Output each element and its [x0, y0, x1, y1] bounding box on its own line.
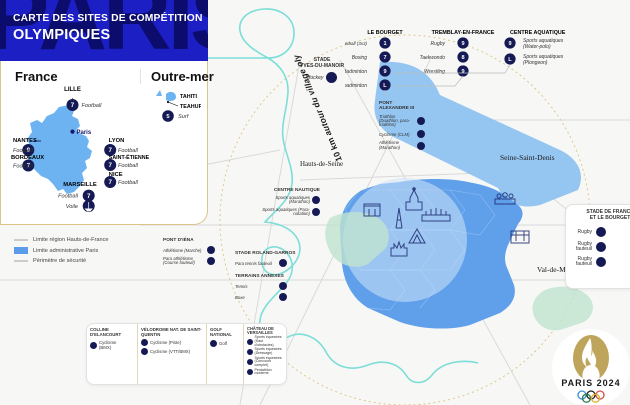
svg-text:9: 9: [508, 41, 511, 47]
svg-text:Rugby: Rugby: [431, 41, 446, 47]
svg-text:MARSEILLE: MARSEILLE: [63, 182, 97, 188]
svg-text:LILLE: LILLE: [64, 87, 81, 93]
svg-text:7: 7: [108, 147, 112, 154]
svg-text:Paris: Paris: [77, 130, 92, 136]
svg-text:Basketball (3x3): Basketball (3x3): [345, 41, 368, 46]
svg-text:L: L: [383, 83, 387, 89]
svg-text:Para badminton: Para badminton: [345, 83, 367, 89]
svg-text:TREMBLAY-EN-FRANCE: TREMBLAY-EN-FRANCE: [432, 30, 495, 36]
svg-text:TEAHUPOO: TEAHUPOO: [180, 104, 201, 110]
svg-text:Football: Football: [13, 148, 34, 154]
svg-text:9: 9: [461, 41, 464, 47]
svg-text:Football: Football: [82, 103, 103, 109]
svg-text:7: 7: [108, 179, 112, 186]
svg-text:Surf: Surf: [178, 114, 190, 120]
svg-text:L: L: [508, 57, 512, 63]
svg-text:LE BOURGET: LE BOURGET: [367, 30, 403, 36]
svg-text:(Plongeon): (Plongeon): [523, 60, 548, 66]
svg-text:SAINT-ÉTIENNE: SAINT-ÉTIENNE: [109, 153, 150, 161]
svg-text:Football: Football: [118, 163, 139, 169]
svg-text:Football: Football: [13, 164, 34, 170]
svg-text:Wrestling: Wrestling: [424, 69, 445, 75]
svg-text:Badminton: Badminton: [345, 69, 367, 75]
svg-text:8: 8: [461, 55, 464, 61]
svg-text:(Water-polo): (Water-polo): [523, 44, 551, 50]
svg-text:Football: Football: [118, 180, 139, 186]
svg-text:Football: Football: [118, 148, 139, 154]
svg-text:TAHITI: TAHITI: [180, 94, 197, 100]
svg-text:7: 7: [71, 102, 75, 109]
svg-text:NANTES: NANTES: [13, 138, 37, 144]
svg-text:Boxing: Boxing: [352, 55, 368, 61]
svg-text:Taekwondo: Taekwondo: [420, 55, 446, 61]
svg-text:7: 7: [108, 162, 112, 169]
svg-text:1: 1: [383, 41, 386, 47]
svg-text:Football: Football: [58, 194, 79, 200]
svg-text:CENTRE AQUATIQUE: CENTRE AQUATIQUE: [510, 30, 566, 36]
svg-text:Voile: Voile: [66, 204, 78, 210]
svg-text:9: 9: [383, 69, 386, 75]
svg-text:9: 9: [461, 69, 464, 75]
svg-text:LYON: LYON: [109, 138, 125, 144]
svg-text:7: 7: [87, 193, 91, 200]
svg-text:7: 7: [383, 55, 386, 61]
